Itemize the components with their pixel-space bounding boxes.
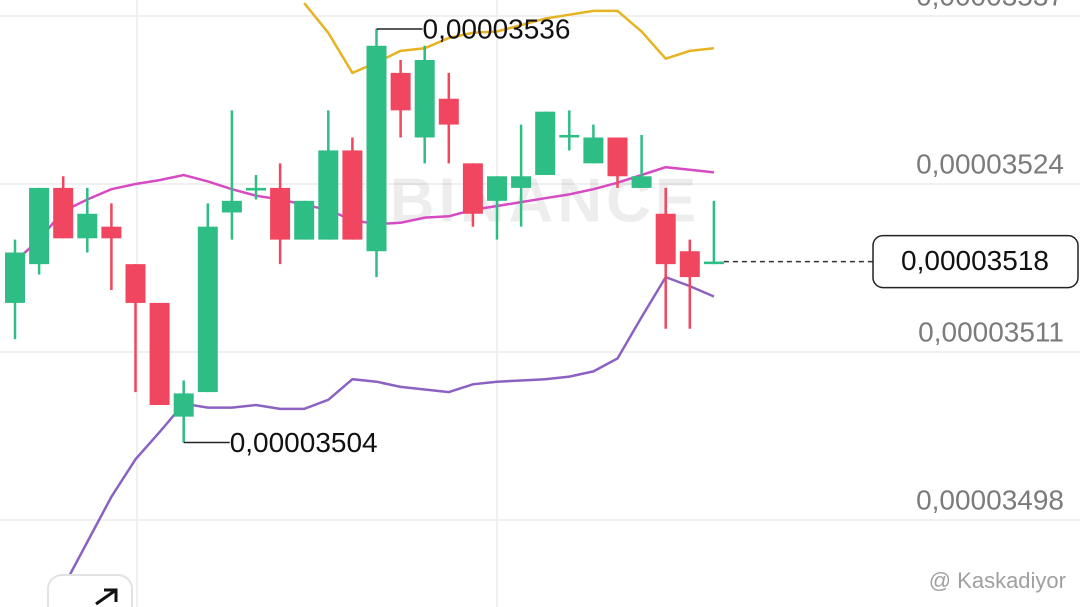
candle-body [390,72,411,111]
annotation-label: 0,00003536 [423,13,571,44]
candle-body [462,163,483,214]
candle-body [559,134,580,138]
candle-body [173,393,194,417]
last-price-label: 0,00003518 [901,245,1049,276]
candle-body [149,302,170,406]
candle-body [414,59,435,138]
expand-button[interactable] [47,574,133,607]
candle-body [221,200,242,213]
candle-body [703,261,724,265]
candle-body [29,187,50,265]
y-tick-label: 0,00003511 [918,316,1064,347]
candle-body [438,98,459,125]
candle-body [294,200,315,240]
candle-body [679,251,700,278]
candle-body [77,213,98,239]
candle-body [270,187,291,240]
candle-body [125,264,146,303]
grid [0,15,1080,521]
y-tick-label: 0,00003524 [916,148,1064,179]
y-tick-label: 0,00003537 [916,0,1064,11]
indicator-line [14,165,715,263]
y-tick-label: 0,00003498 [916,484,1064,515]
candle-body [318,150,339,240]
candle-body [342,150,363,240]
candle-body [197,226,218,393]
candle-body [366,45,387,252]
last-price-box [872,234,1079,289]
expand-icon [95,588,118,606]
candle-body [5,252,25,303]
candle-body [246,187,266,191]
indicator-lines [14,2,715,588]
candle-body [607,137,628,177]
credit: @ Kaskadiyor [929,568,1066,593]
candle-body [583,137,604,164]
candle-body [631,176,652,188]
indicator-line [62,275,715,588]
candles [5,28,724,443]
candle-body [101,226,122,239]
annotation-label: 0,00003504 [230,427,378,458]
watermark: BINANCE [390,166,700,235]
overlay: 0,00003537 0,00003524 0,00003511 0,00003498… [183,0,1079,515]
candle-body [53,187,74,239]
candle-body [655,213,676,265]
candle-body [487,176,507,201]
candle-body [511,176,532,188]
candle-body [535,111,556,175]
